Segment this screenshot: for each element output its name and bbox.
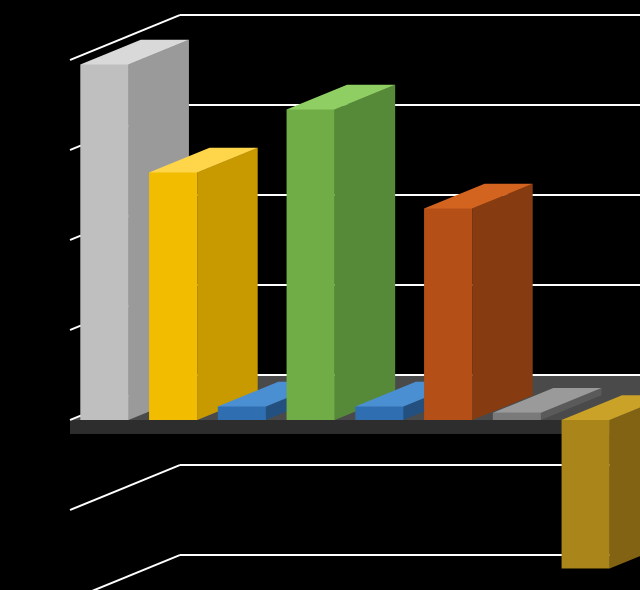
chart-svg	[0, 0, 640, 590]
bar3d-chart	[0, 0, 640, 590]
bar-1	[149, 148, 258, 420]
bar-5	[424, 184, 533, 420]
bar-3	[287, 85, 396, 420]
bar-7	[562, 395, 640, 568]
